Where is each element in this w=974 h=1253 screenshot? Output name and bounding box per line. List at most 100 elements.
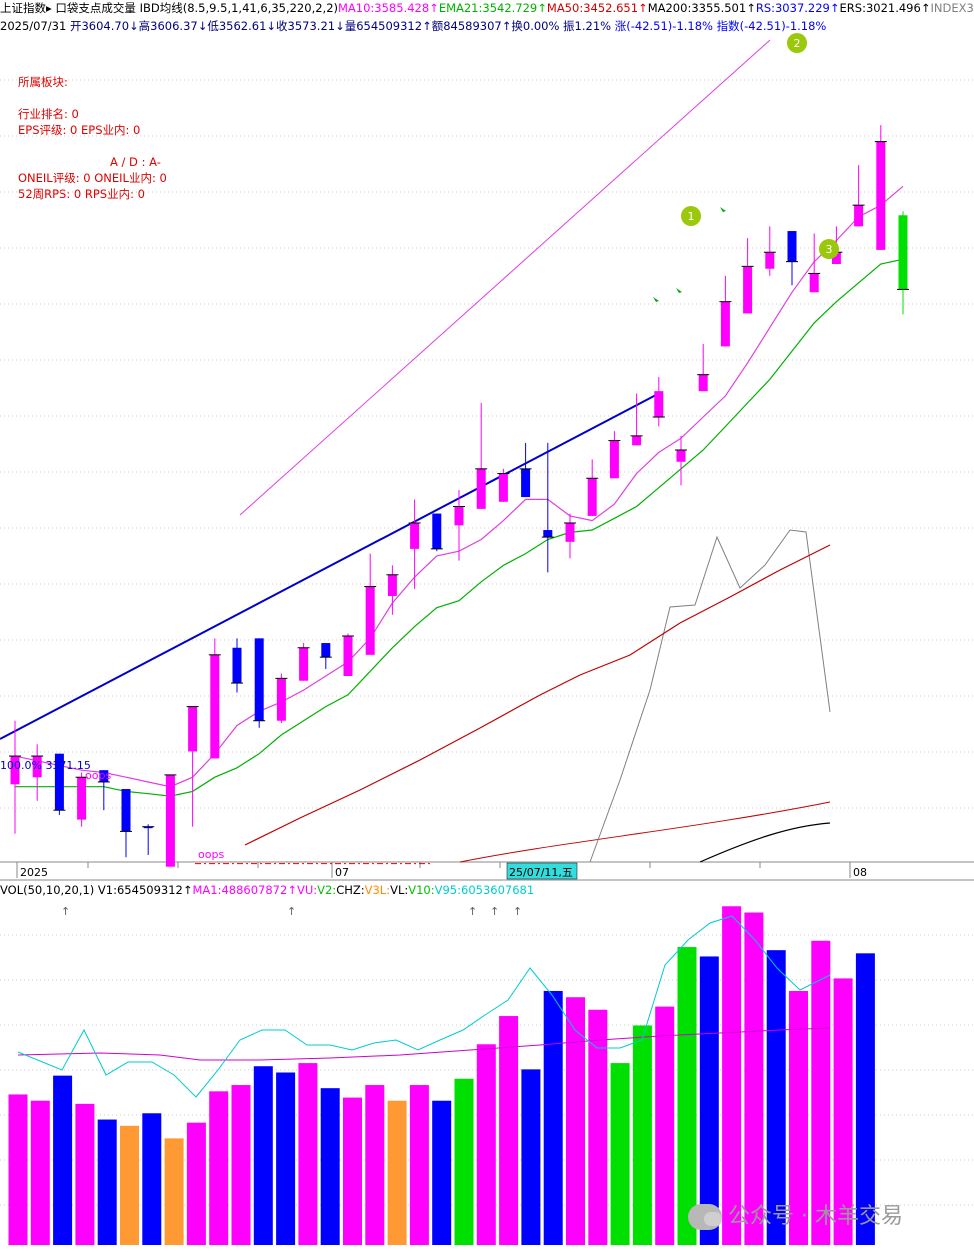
volume-up-arrow-icon: ↑ [468, 905, 477, 918]
candle-body [276, 678, 286, 721]
candle-body [698, 374, 708, 392]
marker-1-circle [681, 206, 701, 226]
volume-bar [499, 1016, 519, 1245]
candle-body [632, 435, 642, 446]
volume-bar [75, 1103, 95, 1245]
date-label-2: 08 [853, 866, 867, 879]
indicator-header: 上证指数▸ 口袋支点成交量 IBD均线(8.5,9.5,1,41,6,35,22… [0, 0, 974, 16]
rps-rating: 52周RPS: 0 RPS业内: 0 [18, 187, 145, 201]
volume-bar [677, 947, 697, 1245]
ohlc-item-0: 2025/07/31 [0, 19, 70, 33]
candle-body [299, 647, 309, 681]
volume-bar [543, 990, 563, 1245]
volume-header-item-3: V2: [317, 883, 337, 897]
candle-body [765, 252, 775, 269]
volume-bar [699, 956, 719, 1245]
header-item-7: ERS:3021.496↑ [839, 1, 931, 15]
channel-line [239, 39, 771, 516]
candle-body [854, 205, 864, 227]
ma200-red-line [459, 801, 831, 863]
watermark-text: 公众号 · 木羊交易 [728, 1204, 903, 1229]
volume-header-item-1: MA1:488607872↑ [192, 883, 297, 897]
candle-body [543, 530, 553, 538]
candle-body [476, 468, 486, 509]
candle-body [165, 774, 175, 867]
candle-body [787, 231, 797, 262]
candle-body [743, 266, 753, 314]
volume-bar [454, 1078, 474, 1245]
candle-body [565, 522, 575, 542]
candle-body [454, 506, 464, 526]
volume-bar [722, 906, 742, 1245]
header-item-5: MA200:3355.501↑ [647, 1, 756, 15]
volume-bar [8, 1094, 28, 1245]
wechat-icon [688, 1204, 722, 1230]
header-item-3: EMA21:3542.729↑ [438, 1, 547, 15]
candle-body [10, 756, 20, 785]
volume-header-item-5: V3L: [364, 883, 391, 897]
volume-header-item-4: CHZ: [336, 883, 365, 897]
volume-header: VOL(50,10,20,1) V1:654509312↑MA1:4886078… [0, 882, 534, 898]
volume-header-item-7: V10: [408, 883, 435, 897]
candle-body [498, 473, 508, 502]
header-item-0: 上证指数 [0, 1, 46, 15]
ad-rating: A / D : A- [110, 155, 161, 169]
candle-body [321, 643, 331, 658]
cursor-date-label: 25/07/11,五 [509, 866, 573, 879]
volume-bar [521, 1069, 541, 1245]
volume-short-ma-line [17, 915, 831, 1098]
candle-body [521, 468, 531, 498]
volume-bar [276, 1072, 296, 1245]
header-item-8: INDEX300:3 [930, 1, 974, 15]
marker-3-circle [819, 239, 839, 259]
volume-bar [142, 1113, 162, 1245]
volume-up-arrow-icon: ↑ [490, 905, 499, 918]
oneil-rating: ONEIL评级: 0 ONEIL业内: 0 [18, 171, 167, 185]
header-item-1: ▸ 口袋支点成交量 IBD均线(8.5,9.5,1,41,6,35,220,2,… [46, 1, 338, 15]
volume-bar [855, 953, 875, 1245]
candle-body [143, 826, 153, 829]
volume-ma-line [17, 1027, 831, 1061]
candle-body [609, 440, 619, 479]
volume-bar [186, 1122, 206, 1245]
volume-up-arrow-icon: ↑ [513, 905, 522, 918]
candle-body [232, 647, 242, 684]
volume-bar [365, 1085, 385, 1245]
candle-body [387, 574, 397, 596]
candle-body [432, 513, 442, 549]
ema21-line [15, 258, 904, 797]
volume-bar [476, 1044, 496, 1245]
candle-body [876, 141, 886, 250]
candle-body [831, 252, 841, 265]
candle-body [410, 522, 420, 549]
volume-bar [833, 978, 853, 1245]
candle-body [343, 635, 353, 677]
volume-header-item-8: V95:6053607681 [434, 883, 535, 897]
candle-body [720, 301, 730, 347]
volume-bar [97, 1119, 117, 1245]
volume-up-arrow-icon: ↑ [61, 905, 70, 918]
pivot-arrow-icon [653, 297, 659, 302]
candle-body [210, 654, 220, 759]
marker-1-label: 1 [688, 210, 695, 223]
volume-up-arrow-icon: ↑ [287, 905, 296, 918]
cursor-date-box [506, 862, 578, 880]
candle-body [654, 391, 664, 418]
volume-bar [231, 1085, 251, 1245]
ma10-line [14, 185, 904, 788]
volume-bar [789, 990, 808, 1245]
candle-body [54, 753, 64, 811]
volume-header-item-0: VOL(50,10,20,1) V1:654509312↑ [0, 883, 193, 897]
candle-body [898, 215, 908, 290]
date-label-1: 07 [335, 866, 349, 879]
volume-bar [588, 1009, 608, 1245]
volume-bar [432, 1100, 452, 1245]
marker-2-label: 2 [794, 37, 801, 50]
candle-body [99, 770, 109, 782]
volume-bar [298, 1063, 318, 1245]
volume-bar [387, 1100, 407, 1245]
eps-rating: EPS评级: 0 EPS业内: 0 [18, 123, 141, 137]
date-label-0: 2025 [20, 866, 48, 879]
oops-label-2: oops [198, 848, 224, 861]
